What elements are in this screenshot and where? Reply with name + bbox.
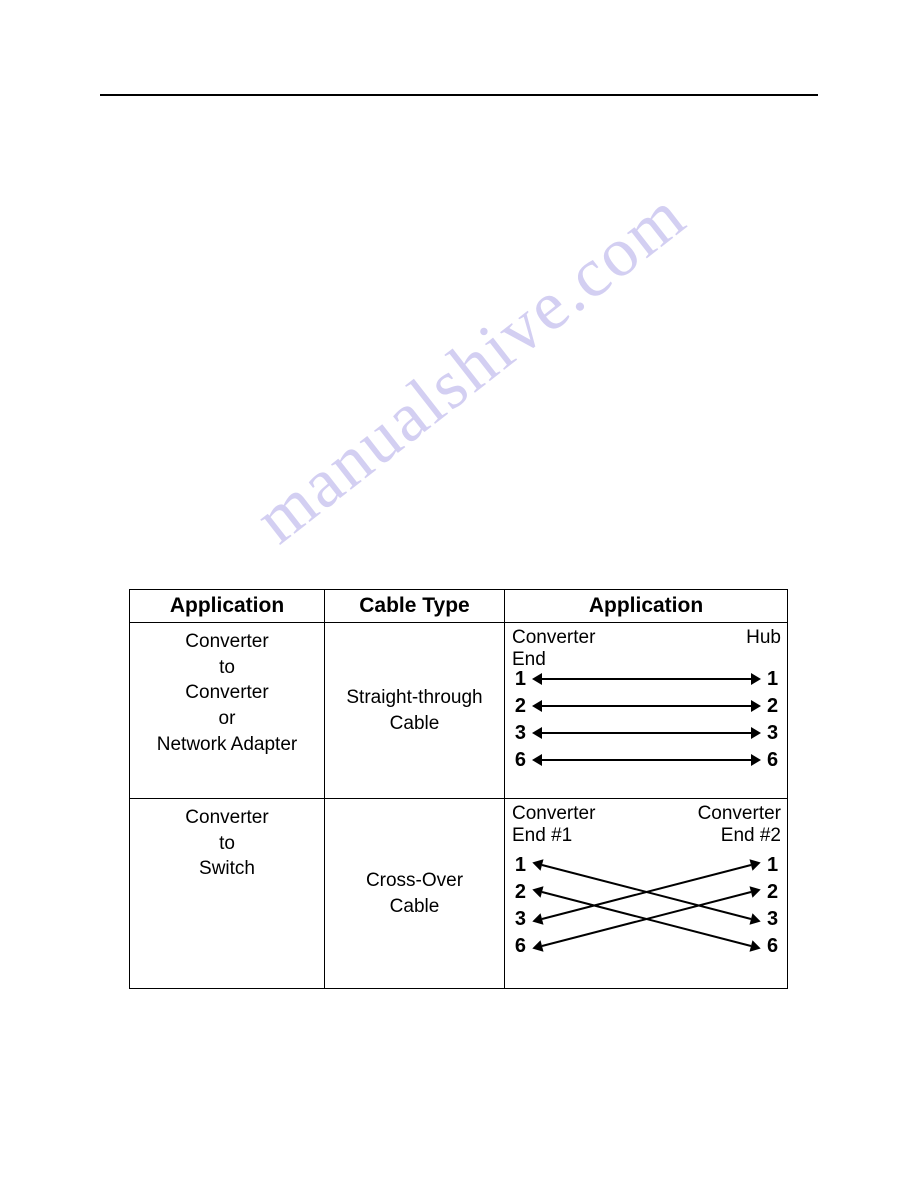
svg-text:1: 1 (767, 854, 778, 876)
svg-text:3: 3 (514, 908, 525, 930)
horizontal-rule (100, 94, 818, 96)
svg-text:Converter: Converter (512, 627, 596, 648)
cable-table: Application Cable Type Application Conve… (129, 589, 788, 989)
cabletype-2-text: Cross-OverCable (325, 799, 504, 988)
svg-text:End: End (512, 649, 546, 670)
header-application-right: Application (505, 590, 788, 623)
svg-text:6: 6 (514, 749, 525, 771)
cell-cabletype-1: Straight-throughCable (325, 623, 505, 799)
svg-text:6: 6 (767, 749, 778, 771)
cable-table-wrapper: Application Cable Type Application Conve… (129, 589, 787, 989)
svg-text:6: 6 (767, 935, 778, 957)
application-2-text: ConvertertoSwitch (130, 799, 324, 890)
header-cable-type: Cable Type (325, 590, 505, 623)
cell-cabletype-2: Cross-OverCable (325, 799, 505, 989)
svg-text:3: 3 (514, 722, 525, 744)
application-1-text: ConvertertoConverterorNetwork Adapter (130, 623, 324, 765)
svg-text:2: 2 (767, 695, 778, 717)
svg-text:Hub: Hub (746, 627, 781, 648)
svg-text:1: 1 (514, 854, 525, 876)
cell-diagram-1: ConverterHubEnd11223366 (505, 623, 788, 799)
page: manualshive.com Application Cable Type A… (0, 0, 918, 1188)
table-header-row: Application Cable Type Application (130, 590, 788, 623)
cell-application-1: ConvertertoConverterorNetwork Adapter (130, 623, 325, 799)
svg-text:End #1: End #1 (512, 825, 572, 846)
cell-application-2: ConvertertoSwitch (130, 799, 325, 989)
svg-text:6: 6 (514, 935, 525, 957)
header-application-left: Application (130, 590, 325, 623)
svg-text:3: 3 (767, 908, 778, 930)
svg-text:2: 2 (514, 695, 525, 717)
table-row: ConvertertoSwitch Cross-OverCable Conver… (130, 799, 788, 989)
svg-text:3: 3 (767, 722, 778, 744)
svg-text:2: 2 (767, 881, 778, 903)
table-row: ConvertertoConverterorNetwork Adapter St… (130, 623, 788, 799)
svg-text:Converter: Converter (697, 803, 781, 824)
cell-diagram-2: ConverterConverterEnd #1End #211223366 (505, 799, 788, 989)
svg-text:1: 1 (514, 668, 525, 690)
svg-text:Converter: Converter (512, 803, 596, 824)
svg-text:End #2: End #2 (720, 825, 780, 846)
svg-text:2: 2 (514, 881, 525, 903)
watermark-text: manualshive.com (241, 176, 701, 560)
svg-text:1: 1 (767, 668, 778, 690)
cabletype-1-text: Straight-throughCable (325, 623, 504, 798)
